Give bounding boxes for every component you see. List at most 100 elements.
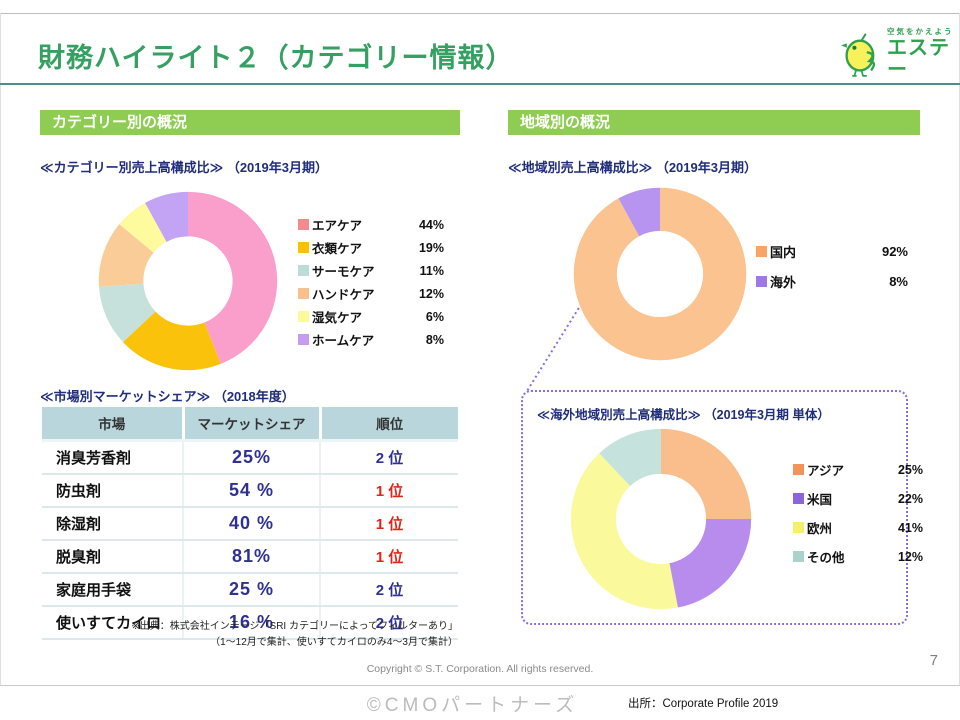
source-note: 出所：Corporate Profile 2019 [628, 698, 779, 710]
legend-swatch [793, 522, 804, 533]
legend-swatch [298, 311, 309, 322]
st-chick-logo-icon [841, 32, 876, 77]
title-underline [0, 83, 960, 85]
table-row: 脱臭剤 81% 1 位 [42, 540, 458, 574]
table-header-row: 市場 マーケットシェア 順位 [42, 407, 458, 442]
table-header-cell: 市場 [42, 407, 183, 442]
cell-rank: 2 位 [319, 606, 458, 640]
legend-label: ハンドケア [312, 288, 375, 302]
legend-item: 衣類ケア 19% [298, 236, 444, 259]
caption-overseas-chart: ≪海外地域別売上高構成比≫ （2019年3月期 単体） [537, 408, 830, 422]
slice-overseas-欧州 [570, 453, 678, 610]
legend-value: 8% [889, 273, 908, 289]
legend-item: 欧州 41% [793, 513, 923, 542]
legend-value: 11% [419, 263, 444, 278]
table-footnote: ※出典：株式会社インテージ「SRI カテゴリーによってフィルターあり」 （1～1… [42, 619, 458, 650]
legend-item: 国内 92% [756, 236, 908, 266]
legend-item: 海外 8% [756, 266, 908, 296]
legend-item: エアケア 44% [298, 213, 444, 236]
legend-item: ホームケア 8% [298, 328, 444, 351]
watermark-cmo: ©CMOパートナーズ [366, 695, 579, 716]
table-row: 使いすてカイロ 16 % 2 位 [42, 606, 458, 640]
cell-share: 81% [182, 540, 320, 574]
table-header-cell: マーケットシェア [181, 407, 320, 442]
slice-region-海外 [618, 187, 660, 237]
legend-item: ハンドケア 12% [298, 282, 444, 305]
cell-share: 25% [182, 440, 320, 475]
legend-value: 12% [897, 549, 923, 564]
legend-label: エアケア [312, 219, 363, 233]
st-logo: 空気をかえよう エステー [838, 26, 960, 81]
cell-rank: 1 位 [319, 507, 458, 541]
cell-share: 40 % [182, 507, 320, 541]
slice-category-エアケア [188, 191, 278, 364]
bottom-rule [0, 685, 960, 686]
legend-label: 国内 [770, 244, 797, 260]
section-header-region: 地域別の概況 [508, 110, 920, 135]
copyright-text: Copyright © S.T. Corporation. All rights… [366, 663, 594, 675]
legend-value: 44% [418, 217, 444, 232]
top-rule [0, 13, 960, 14]
legend-item: アジア 25% [793, 455, 923, 484]
legend-value: 8% [425, 332, 444, 347]
section-header-category: カテゴリー別の概況 [40, 110, 460, 135]
legend-swatch [298, 334, 309, 345]
slice-category-ホームケア [145, 191, 188, 242]
logo-brand: エステー [886, 37, 950, 81]
legend-swatch [298, 288, 309, 299]
legend-item: 湿気ケア 6% [298, 305, 444, 328]
legend-category: エアケア 44% 衣類ケア 19% サーモケア 11% ハンドケア 12% 湿気ケア 6% ホームケ… [298, 213, 444, 351]
legend-item: 米国 22% [793, 484, 923, 513]
caption-category-chart: ≪カテゴリー別売上高構成比≫ （2019年3月期） [40, 160, 328, 175]
legend-label: 米国 [807, 493, 833, 507]
legend-item: その他 12% [793, 542, 923, 571]
table-row: 除湿剤 40 % 1 位 [42, 507, 458, 541]
legend-swatch [298, 242, 309, 253]
legend-overseas: アジア 25% 米国 22% 欧州 41% その他 12% [793, 455, 923, 571]
legend-value: 6% [425, 309, 444, 324]
cell-market: 防虫剤 [42, 474, 183, 508]
legend-label: アジア [807, 464, 845, 478]
logo-text: 空気をかえよう エステー [887, 26, 960, 81]
cell-rank: 1 位 [319, 474, 458, 508]
cell-rank: 2 位 [319, 440, 458, 475]
market-share-table: 市場 マーケットシェア 順位 消臭芳香剤 25% 2 位防虫剤 54 % 1 位除湿剤 40 … [42, 407, 458, 640]
slice-category-サーモケア [98, 283, 156, 343]
legend-swatch [793, 493, 804, 504]
table-row: 防虫剤 54 % 1 位 [42, 474, 458, 508]
legend-value: 19% [418, 240, 444, 255]
legend-swatch [298, 219, 309, 230]
legend-swatch [793, 464, 804, 475]
legend-value: 25% [897, 462, 923, 477]
legend-swatch [793, 551, 804, 562]
legend-swatch [756, 275, 767, 287]
cell-rank: 1 位 [319, 540, 458, 574]
slice-category-湿気ケア [119, 202, 167, 253]
footnote-line1: ※出典：株式会社インテージ「SRI カテゴリーによってフィルターあり」 [131, 621, 458, 632]
table-row: 消臭芳香剤 25% 2 位 [42, 440, 458, 475]
cell-share: 54 % [182, 474, 320, 508]
slice-overseas-米国 [669, 519, 752, 608]
donut-chart-region [573, 187, 747, 361]
page-number: 7 [929, 652, 938, 669]
caption-region-chart: ≪地域別売上高構成比≫ （2019年3月期） [508, 160, 757, 175]
legend-region: 国内 92% 海外 8% [756, 236, 908, 296]
table-header-cell: 順位 [318, 407, 458, 442]
logo-tagline: 空気をかえよう [886, 27, 954, 36]
legend-label: その他 [807, 551, 845, 565]
legend-label: 湿気ケア [312, 311, 363, 325]
legend-item: サーモケア 11% [298, 259, 444, 282]
legend-label: 欧州 [807, 522, 833, 536]
legend-swatch [756, 245, 767, 257]
slice-category-ハンドケア [98, 224, 154, 287]
cell-share: 25 % [182, 573, 320, 607]
cell-market: 脱臭剤 [42, 540, 183, 574]
legend-value: 22% [897, 491, 923, 506]
caption-market-share: ≪市場別マーケットシェア≫ （2018年度） [40, 389, 295, 404]
legend-label: 海外 [770, 274, 797, 290]
legend-swatch [298, 265, 309, 276]
slice-region-国内 [573, 187, 747, 361]
donut-chart-overseas [570, 428, 752, 610]
cell-share: 16 % [182, 606, 320, 640]
